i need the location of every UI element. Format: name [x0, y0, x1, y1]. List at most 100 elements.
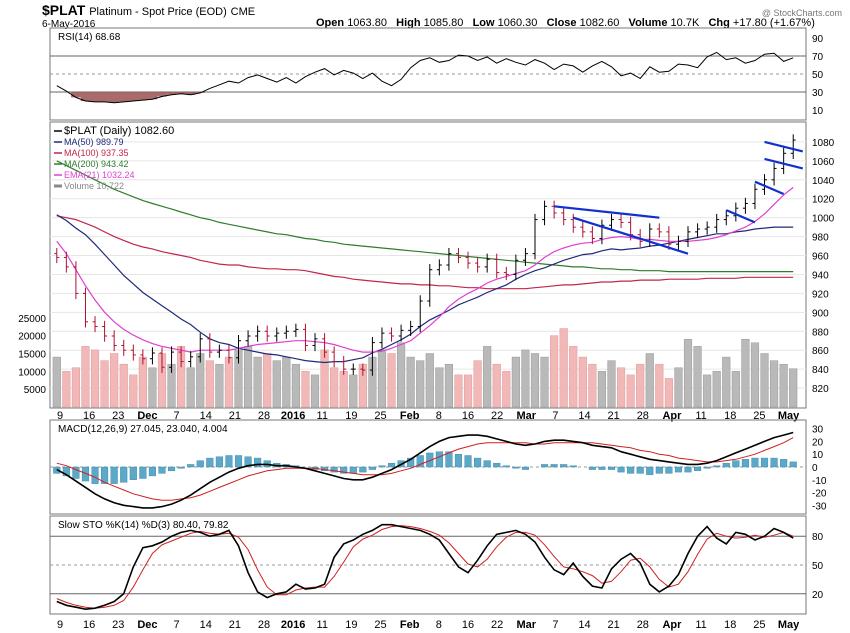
price-tick-label: 860	[812, 346, 829, 357]
macd-histogram-bar	[225, 455, 233, 468]
date-tick-label: 2016	[281, 619, 305, 631]
volume-bar	[425, 353, 434, 408]
volume-bar	[770, 360, 779, 408]
legend-entry: EMA(21) 1032.24	[64, 170, 135, 180]
trendline	[572, 216, 689, 255]
legend-entry: $PLAT (Daily) 1082.60	[64, 125, 174, 137]
volume-bar	[521, 349, 530, 408]
volume-bar	[349, 374, 358, 408]
volume-bar	[607, 360, 616, 408]
volume-bar	[215, 363, 224, 408]
date-tick-label: 14	[578, 410, 590, 422]
volume-bar	[406, 356, 415, 408]
macd-histogram-bar	[101, 466, 109, 484]
macd-histogram-bar	[646, 466, 654, 475]
volume-bar	[664, 378, 673, 408]
date-tick-label: Feb	[400, 410, 420, 422]
date-tick-label: 11	[695, 619, 706, 631]
macd-histogram-bar	[445, 451, 453, 468]
legend-entry: MA(50) 989.79	[64, 137, 124, 147]
macd-histogram-bar	[148, 466, 156, 477]
volume-bar	[263, 353, 272, 408]
volume-bar	[177, 346, 186, 408]
date-axis-bottom: 9 16 23 Dec 7 14 21 28 2016 11 19 25 Feb 8 16 22 Mar 7 14 2…	[57, 619, 800, 631]
open-label: Open	[316, 17, 345, 29]
date-tick-label: 28	[258, 619, 270, 631]
price-tick-label: 920	[812, 289, 829, 300]
date-tick-label: 9	[57, 619, 63, 631]
volume-bar	[291, 363, 300, 408]
macd-histogram-bar	[187, 464, 195, 468]
volume-bar	[339, 371, 348, 408]
date-tick-label: 25	[374, 410, 386, 422]
date-tick-label: 19	[345, 410, 357, 422]
date-tick-label: 16	[83, 410, 95, 422]
macd-histogram-bar	[215, 456, 223, 468]
date-tick-label: 7	[174, 619, 180, 631]
macd-line	[56, 431, 794, 509]
volume-bar	[597, 371, 607, 408]
price-bars	[54, 134, 796, 376]
macd-histogram-bar	[139, 466, 147, 479]
macd-histogram-bar	[91, 466, 99, 484]
volume-bar	[693, 346, 702, 408]
high-label: High	[396, 17, 421, 29]
macd-histogram-bar	[129, 466, 137, 480]
legend-entry: MA(200) 943.42	[64, 159, 129, 169]
open-value: 1063.80	[347, 17, 387, 29]
volume-bar	[722, 356, 731, 408]
date-tick-label: 28	[637, 410, 649, 422]
volume-label: Volume	[628, 17, 668, 29]
date-tick-label: 23	[112, 410, 124, 422]
macd-histogram-bar	[694, 466, 702, 472]
volume-bar	[789, 368, 798, 408]
rsi-tick-label: 70	[812, 52, 824, 63]
date-tick-label: 16	[462, 619, 474, 631]
macd-histogram-bar	[168, 466, 176, 472]
date-tick-label: 23	[112, 619, 124, 631]
date-tick-label: Dec	[137, 410, 157, 422]
price-tick-label: 1000	[812, 214, 835, 225]
macd-panel: MACD(12,26,9) 27.045, 23.040, 4.004 3020…	[49, 419, 827, 515]
volume-bar	[272, 360, 281, 408]
volume-tick-label: 10000	[18, 367, 46, 378]
close-label: Close	[546, 17, 577, 29]
macd-histogram-bar	[330, 466, 338, 473]
rsi-title: RSI(14) 68.68	[58, 32, 121, 43]
trendline	[754, 180, 785, 196]
volume-bar	[578, 356, 587, 408]
date-tick-label: 21	[608, 619, 620, 631]
volume-bar	[483, 346, 492, 408]
date-tick-label: 18	[724, 619, 736, 631]
volume-bar	[243, 346, 253, 408]
sto-d-line	[56, 525, 794, 609]
watermark: @ StockCharts.com	[761, 8, 842, 18]
volume-bar	[90, 349, 100, 408]
trendline	[764, 140, 804, 153]
macd-tick-label: 10	[812, 450, 824, 461]
date-tick-label: Feb	[400, 619, 420, 631]
trendline	[725, 209, 756, 224]
macd-histogram-bar	[120, 466, 128, 483]
date-tick-label: 7	[552, 410, 558, 422]
macd-histogram-bar	[196, 460, 204, 468]
date-tick-label: 21	[229, 410, 241, 422]
legend-entry: MA(100) 937.35	[64, 148, 129, 158]
volume-bar	[559, 328, 568, 408]
volume-bar	[683, 338, 693, 408]
macd-histogram-bar	[541, 464, 549, 468]
macd-histogram-bar	[359, 466, 367, 473]
date-tick-label: 19	[345, 619, 357, 631]
symbol-text: $PLAT	[42, 2, 86, 18]
chart-date: 6-May-2016	[42, 19, 96, 30]
macd-histogram-bar	[684, 466, 692, 473]
legend-entry: Volume 10,722	[64, 181, 124, 191]
macd-histogram-bar	[521, 466, 529, 470]
ma50-line	[56, 214, 794, 364]
volume-tick-label: 15000	[18, 350, 46, 361]
volume-bar	[645, 353, 654, 408]
low-value: 1060.30	[497, 17, 538, 29]
rsi-panel: RSI(14) 68.68 90 70 50 30 10	[49, 27, 824, 121]
